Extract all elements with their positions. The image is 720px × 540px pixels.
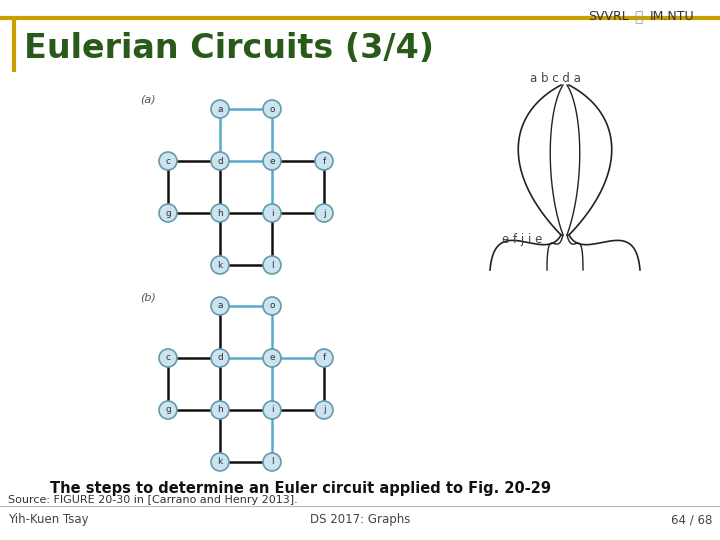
- Text: SVVRL: SVVRL: [588, 10, 629, 23]
- Text: i: i: [271, 406, 274, 415]
- Text: Ⓢ: Ⓢ: [634, 10, 642, 24]
- Circle shape: [263, 152, 281, 170]
- Text: o: o: [269, 105, 275, 113]
- Circle shape: [263, 453, 281, 471]
- Text: IM.NTU: IM.NTU: [650, 10, 695, 23]
- Text: k: k: [217, 260, 222, 269]
- Text: a b c d a: a b c d a: [530, 71, 581, 84]
- Text: e f j i e: e f j i e: [502, 233, 542, 246]
- Circle shape: [263, 256, 281, 274]
- Text: i: i: [271, 208, 274, 218]
- Text: e: e: [269, 354, 275, 362]
- Text: g: g: [165, 406, 171, 415]
- Circle shape: [159, 204, 177, 222]
- Text: (b): (b): [140, 292, 156, 302]
- Circle shape: [263, 100, 281, 118]
- Text: k: k: [217, 457, 222, 467]
- Text: Eulerian Circuits (3/4): Eulerian Circuits (3/4): [24, 31, 434, 64]
- Text: a: a: [217, 301, 222, 310]
- Text: Source: FIGURE 20-30 in [Carrano and Henry 2013].: Source: FIGURE 20-30 in [Carrano and Hen…: [8, 495, 298, 505]
- Text: d: d: [217, 157, 223, 165]
- Text: e: e: [269, 157, 275, 165]
- Text: j: j: [323, 406, 325, 415]
- Text: j: j: [323, 208, 325, 218]
- Circle shape: [315, 349, 333, 367]
- Text: h: h: [217, 406, 223, 415]
- Text: h: h: [217, 208, 223, 218]
- Text: d: d: [217, 354, 223, 362]
- Text: l: l: [271, 260, 274, 269]
- Circle shape: [211, 204, 229, 222]
- Circle shape: [211, 349, 229, 367]
- Circle shape: [159, 401, 177, 419]
- Circle shape: [211, 401, 229, 419]
- Circle shape: [159, 152, 177, 170]
- Text: c: c: [166, 354, 171, 362]
- Circle shape: [315, 152, 333, 170]
- Text: f: f: [323, 157, 325, 165]
- Text: a: a: [217, 105, 222, 113]
- Circle shape: [263, 204, 281, 222]
- Circle shape: [211, 152, 229, 170]
- Circle shape: [211, 297, 229, 315]
- Text: c: c: [166, 157, 171, 165]
- Text: The steps to determine an Euler circuit applied to Fig. 20-29: The steps to determine an Euler circuit …: [50, 481, 551, 496]
- Circle shape: [315, 401, 333, 419]
- Text: Yih-Kuen Tsay: Yih-Kuen Tsay: [8, 514, 89, 526]
- Text: 64 / 68: 64 / 68: [670, 514, 712, 526]
- Text: g: g: [165, 208, 171, 218]
- Text: o: o: [269, 301, 275, 310]
- Circle shape: [211, 453, 229, 471]
- Text: l: l: [271, 457, 274, 467]
- Circle shape: [263, 349, 281, 367]
- Circle shape: [159, 349, 177, 367]
- Text: DS 2017: Graphs: DS 2017: Graphs: [310, 514, 410, 526]
- Text: (a): (a): [140, 95, 156, 105]
- Circle shape: [211, 256, 229, 274]
- Circle shape: [263, 297, 281, 315]
- Circle shape: [315, 204, 333, 222]
- Text: f: f: [323, 354, 325, 362]
- Circle shape: [263, 401, 281, 419]
- Circle shape: [211, 100, 229, 118]
